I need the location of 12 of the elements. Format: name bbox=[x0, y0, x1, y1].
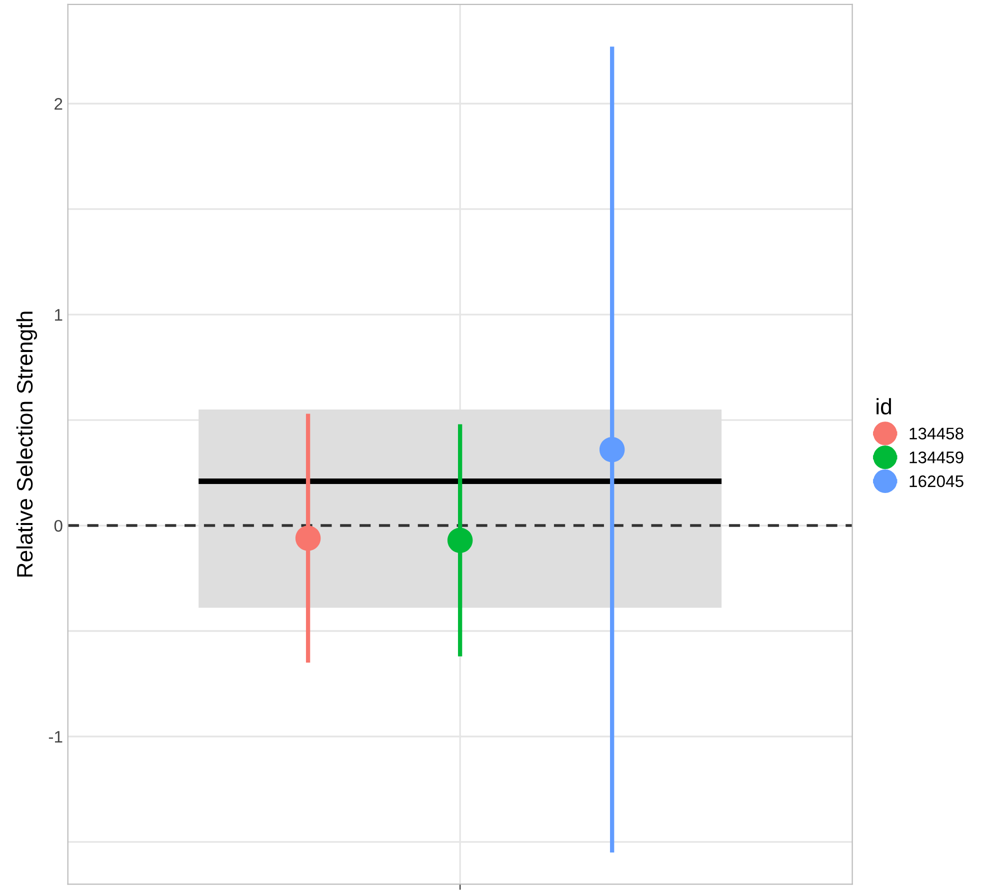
point bbox=[295, 526, 321, 551]
point bbox=[599, 436, 625, 462]
y-tick-label: -1 bbox=[48, 731, 62, 743]
legend-label: 162045 bbox=[910, 475, 964, 488]
legend-title: id bbox=[876, 398, 891, 414]
legend-label: 134459 bbox=[910, 452, 964, 464]
y-tick-label: 1 bbox=[55, 309, 62, 321]
point bbox=[447, 528, 473, 553]
y-axis-title: Relative Selection Strength bbox=[16, 312, 38, 577]
legend-label: 134458 bbox=[910, 428, 964, 440]
y-tick-label: 0 bbox=[54, 520, 62, 532]
y-tick-label: 2 bbox=[54, 98, 62, 110]
